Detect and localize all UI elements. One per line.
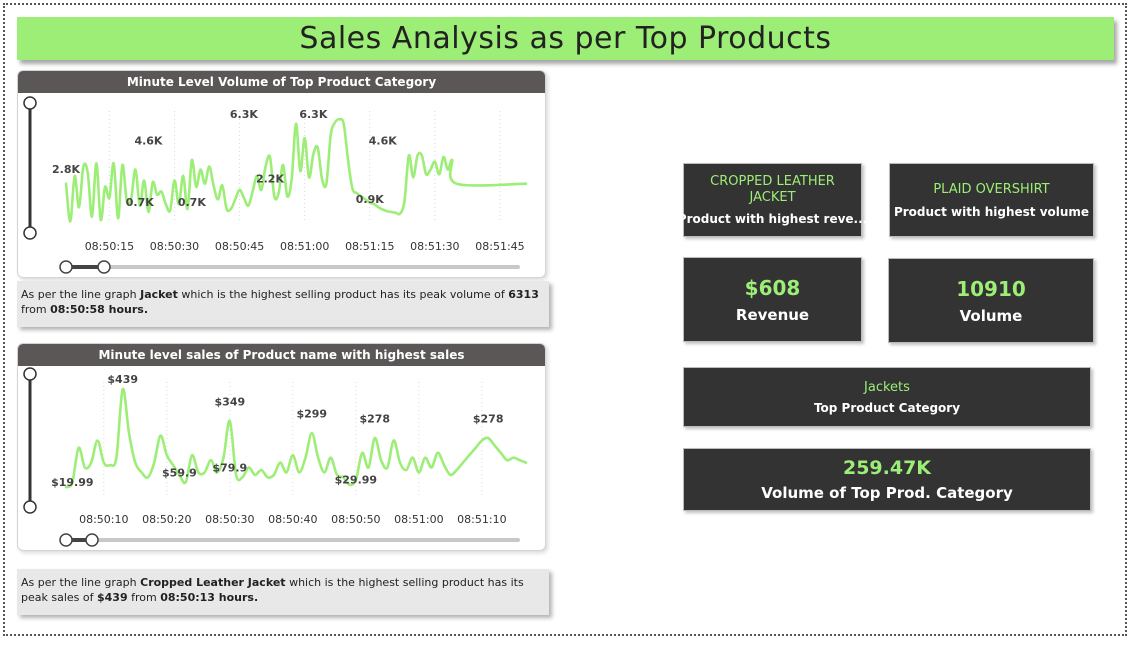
data-label: $278 (473, 413, 504, 426)
zoom-slider-handle-right[interactable] (85, 533, 99, 547)
data-label: $299 (296, 408, 327, 421)
zoom-slider-handle-left[interactable] (59, 533, 73, 547)
vertical-range-handle-top[interactable] (23, 367, 37, 381)
vertical-range-handle-top[interactable] (23, 96, 37, 110)
volume-chart-note: As per the line graph Jacket which is th… (17, 281, 549, 327)
note-text: from (21, 303, 51, 316)
sales-chart-note: As per the line graph Cropped Leather Ja… (17, 569, 549, 615)
x-tick-label: 08:50:10 (79, 513, 128, 526)
zoom-slider-handle-left[interactable] (59, 260, 73, 274)
x-tick-label: 08:51:10 (457, 513, 506, 526)
note-emphasis: 08:50:58 hours. (50, 303, 149, 316)
data-label: $19.99 (51, 476, 93, 489)
page-title: Sales Analysis as per Top Products (299, 21, 832, 56)
note-text: which is the highest selling product has… (21, 576, 524, 604)
kpi-value: PLAID OVERSHIRT (933, 181, 1050, 197)
vertical-range-handle-bottom[interactable] (23, 226, 37, 240)
kpi-value: Jackets (864, 379, 910, 395)
note-emphasis: Cropped Leather Jacket (140, 576, 286, 589)
data-label: 6.3K (230, 108, 258, 121)
kpi-value: $608 (744, 275, 801, 300)
x-tick-label: 08:50:40 (268, 513, 317, 526)
data-label: 0.7K (126, 196, 154, 209)
x-tick-label: 08:50:45 (215, 240, 264, 253)
vertical-range-handle-bottom[interactable] (23, 500, 37, 514)
volume-chart-title: Minute Level Volume of Top Product Categ… (18, 71, 545, 93)
data-label: $349 (215, 395, 246, 408)
data-label: $59.9 (162, 466, 197, 479)
note-emphasis: $439 (96, 591, 128, 604)
kpi-label: Product with highest volume (893, 204, 1090, 219)
note-text: As per the line graph (21, 288, 141, 301)
note-emphasis: 08:50:13 hours. (160, 591, 259, 604)
kpi-value: 259.47K (842, 457, 932, 479)
zoom-slider-handle-right[interactable] (97, 260, 111, 274)
volume-chart-card: Minute Level Volume of Top Product Categ… (17, 70, 546, 278)
data-label: $278 (359, 413, 390, 426)
kpi-label: Top Product Category (813, 400, 961, 415)
x-tick-label: 08:50:30 (205, 513, 254, 526)
data-label: 6.3K (299, 108, 327, 121)
title-banner: Sales Analysis as per Top Products (17, 17, 1114, 60)
series-line (64, 387, 528, 489)
x-tick-label: 08:50:20 (142, 513, 191, 526)
sales-chart-title: Minute level sales of Product name with … (18, 344, 545, 366)
x-tick-label: 08:50:30 (150, 240, 199, 253)
note-text: which is the highest selling product has… (177, 288, 509, 301)
kpi-label: Product with highest reve... (677, 212, 868, 226)
kpi-label: Volume of Top Prod. Category (761, 484, 1013, 502)
x-tick-label: 08:51:45 (475, 240, 524, 253)
kpi-label: Volume (959, 306, 1023, 325)
x-tick-label: 08:50:15 (85, 240, 134, 253)
kpi-card-top-category: Jackets Top Product Category (683, 367, 1091, 427)
note-text: from (127, 591, 161, 604)
volume-line-chart[interactable]: 08:50:15 08:50:30 08:50:45 08:51:00 08:51:15… (18, 71, 546, 278)
kpi-label: Revenue (735, 305, 810, 324)
x-tick-label: 08:51:00 (280, 240, 329, 253)
data-label: $79.9 (212, 461, 247, 474)
note-emphasis: Jacket (140, 288, 178, 301)
x-tick-label: 08:51:15 (345, 240, 394, 253)
data-label: $439 (107, 373, 138, 386)
note-text: As per the line graph (21, 576, 141, 589)
note-emphasis: 6313 (508, 288, 539, 301)
data-label: 2.2K (256, 172, 284, 185)
data-label: 0.7K (178, 196, 206, 209)
data-label: 4.6K (369, 135, 397, 148)
kpi-card-top-volume-product: PLAID OVERSHIRT Product with highest vol… (889, 163, 1094, 237)
data-label: $29.99 (335, 474, 377, 487)
x-tick-label: 08:50:50 (331, 513, 380, 526)
kpi-value: 10910 (956, 276, 1026, 301)
data-label: 0.9K (356, 193, 384, 206)
kpi-card-top-revenue-product: CROPPED LEATHER JACKET Product with high… (678, 163, 867, 237)
data-label: 2.8K (52, 163, 80, 176)
sales-line-chart[interactable]: 08:50:10 08:50:20 08:50:30 08:50:40 08:50:50… (18, 344, 546, 551)
series-line (64, 117, 528, 223)
kpi-card-category-volume: 259.47K Volume of Top Prod. Category (683, 448, 1091, 511)
kpi-value: CROPPED LEATHER JACKET (710, 174, 835, 205)
x-tick-label: 08:51:00 (394, 513, 443, 526)
kpi-card-revenue: $608 Revenue (683, 257, 862, 342)
sales-chart-card: Minute level sales of Product name with … (17, 343, 546, 551)
dashboard-frame (3, 3, 1127, 636)
kpi-card-volume: 10910 Volume (888, 258, 1094, 343)
data-label: 4.6K (134, 135, 162, 148)
x-tick-label: 08:51:30 (410, 240, 459, 253)
